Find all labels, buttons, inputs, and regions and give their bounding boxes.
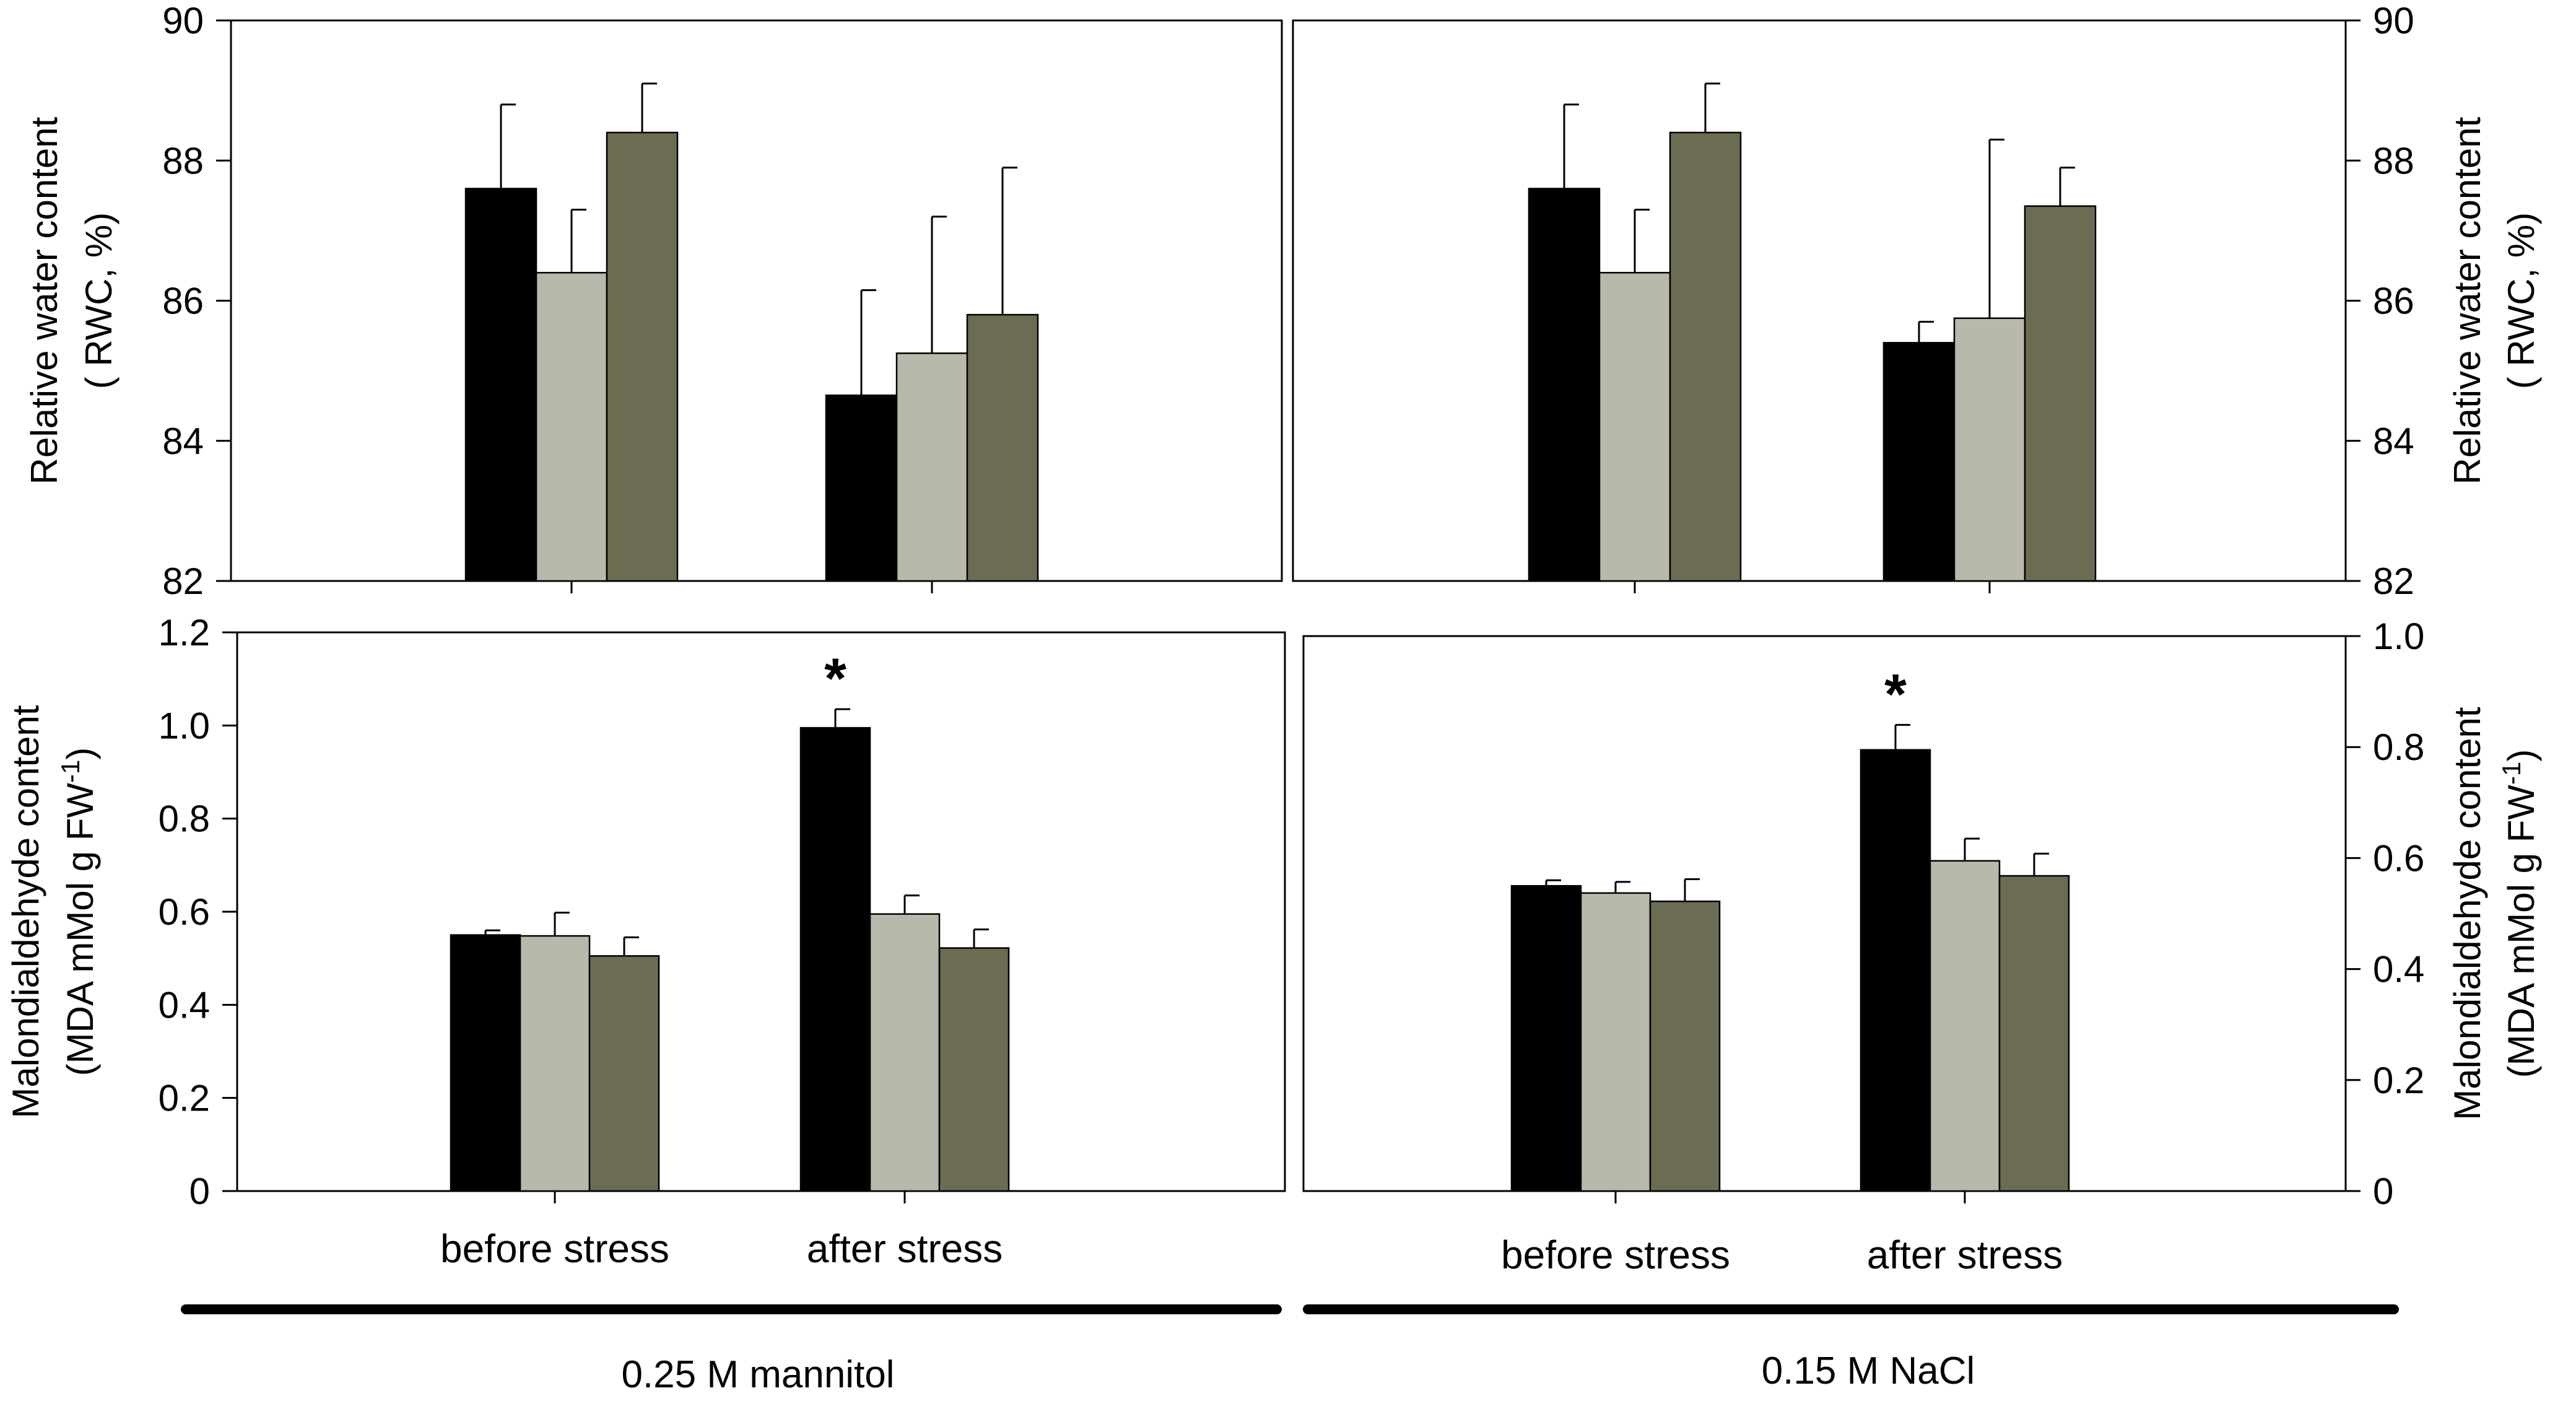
condition-label-nacl: 0.15 M NaCl bbox=[1762, 1350, 1975, 1392]
mda-nacl-bar-before-series-3 bbox=[1649, 901, 1721, 1192]
rwc-mannitol-ylabel-line-1: Relative water content bbox=[24, 116, 65, 484]
mda-nacl-ytick-label: 0.8 bbox=[2373, 727, 2424, 768]
rwc-nacl-ytick-label: 90 bbox=[2373, 0, 2414, 41]
rwc-nacl-ytick-label: 84 bbox=[2373, 421, 2414, 462]
mda-mannitol-ylabel-main: (MDA mMol g FW bbox=[59, 783, 101, 1076]
mda-nacl-significance-marker: * bbox=[1884, 663, 1907, 726]
mda-nacl-ytick-label: 0.6 bbox=[2373, 837, 2424, 879]
rwc-nacl-bar-after-series-2 bbox=[1953, 317, 2026, 582]
mda-nacl-ylabel-line-1: Malondialdehyde content bbox=[2447, 707, 2488, 1120]
rwc-nacl-ytick-label: 82 bbox=[2373, 561, 2414, 602]
mda-mannitol-ylabel-superscript: -1 bbox=[56, 760, 85, 783]
mda-mannitol-bar-before-series-3 bbox=[588, 955, 660, 1192]
mda-nacl-category-label: after stress bbox=[1867, 1233, 2063, 1277]
rwc-nacl-bar-before-series-3 bbox=[1669, 131, 1742, 582]
mda-nacl-plot-frame bbox=[1302, 635, 2347, 1192]
rwc-nacl-bar-after-series-3 bbox=[2024, 205, 2097, 582]
rwc-mannitol-ylabel-line-2: ( RWC, %) bbox=[78, 212, 120, 390]
mda-nacl-ylabel-superscript: -1 bbox=[2497, 762, 2526, 785]
rwc-nacl-bar-before-series-2 bbox=[1598, 272, 1671, 582]
mda-nacl-ylabel-close: ) bbox=[2500, 749, 2542, 762]
mda-nacl-ytick-label: 0.4 bbox=[2373, 949, 2424, 990]
mda-mannitol-bar-before-series-2 bbox=[519, 935, 591, 1192]
mda-nacl-ytick-label: 0 bbox=[2373, 1171, 2393, 1212]
rwc-mannitol-bar-before-series-3 bbox=[606, 131, 679, 582]
mda-mannitol-ylabel-line-2: (MDA mMol g FW-1) bbox=[56, 748, 101, 1076]
rwc-mannitol-ytick-label: 82 bbox=[162, 561, 204, 602]
mda-nacl-bar-after-series-2 bbox=[1929, 860, 2001, 1192]
mda-nacl-bar-before-series-1 bbox=[1510, 884, 1582, 1192]
rwc-mannitol-bar-after-series-1 bbox=[825, 394, 898, 582]
mda-mannitol-bar-after-series-1 bbox=[799, 727, 871, 1192]
mda-mannitol-ytick-label: 1.0 bbox=[159, 705, 210, 746]
mda-mannitol-bar-after-series-2 bbox=[869, 913, 941, 1192]
mda-mannitol-bar-after-series-3 bbox=[938, 947, 1010, 1192]
rwc-mannitol-ytick-label: 86 bbox=[162, 281, 204, 322]
mda-mannitol-ytick-label: 0.8 bbox=[159, 798, 210, 840]
mda-mannitol-ytick-label: 0.6 bbox=[159, 891, 210, 933]
mda-mannitol-category-label: after stress bbox=[807, 1226, 1003, 1271]
rwc-mannitol-ytick-label: 90 bbox=[162, 0, 204, 41]
mda-nacl-bar-before-series-2 bbox=[1580, 892, 1651, 1192]
mda-nacl-bar-after-series-3 bbox=[1998, 875, 2070, 1192]
mda-mannitol-significance-marker: * bbox=[824, 647, 846, 710]
rwc-nacl-bar-after-series-1 bbox=[1882, 342, 1956, 582]
mda-nacl-ytick-label: 1.0 bbox=[2373, 616, 2424, 657]
rwc-mannitol-panel: 82 84 86 88 90 Relative water content ( RWC, %… bbox=[24, 0, 1283, 602]
mda-mannitol-ytick-label: 0.2 bbox=[159, 1078, 210, 1119]
mda-mannitol-ylabel-line-1: Malondialdehyde content bbox=[5, 705, 46, 1118]
mda-mannitol-panel: 0 0.2 0.4 0.6 0.8 1.0 1.2 Malondialdehyde conte… bbox=[5, 612, 1286, 1271]
mda-nacl-bar-after-series-1 bbox=[1860, 749, 1931, 1192]
mda-mannitol-bar-before-series-1 bbox=[450, 934, 521, 1192]
mda-mannitol-ytick-label: 1.2 bbox=[159, 612, 210, 653]
rwc-mannitol-bar-after-series-2 bbox=[895, 352, 968, 582]
condition-label-mannitol: 0.25 M mannitol bbox=[621, 1353, 894, 1396]
rwc-nacl-ylabel-line-2: ( RWC, %) bbox=[2500, 212, 2542, 390]
rwc-mannitol-bar-after-series-3 bbox=[966, 313, 1039, 582]
rwc-mannitol-bar-before-series-2 bbox=[535, 272, 608, 582]
rwc-nacl-panel: 82 84 86 88 90 Relative water content ( RWC, %… bbox=[1292, 0, 2542, 602]
rwc-mannitol-bar-before-series-1 bbox=[464, 188, 537, 582]
mda-nacl-ytick-label: 0.2 bbox=[2373, 1060, 2424, 1101]
mda-mannitol-ytick-label: 0 bbox=[189, 1171, 210, 1212]
rwc-mannitol-ylabel-main: ( RWC, %) bbox=[78, 212, 120, 390]
mda-mannitol-ylabel-close: ) bbox=[59, 748, 101, 760]
rwc-mannitol-ytick-label: 88 bbox=[162, 140, 204, 181]
rwc-nacl-ylabel-line-1: Relative water content bbox=[2447, 116, 2488, 484]
mda-nacl-ylabel-main: (MDA mMol g FW bbox=[2500, 785, 2542, 1078]
rwc-nacl-ytick-label: 86 bbox=[2373, 281, 2414, 322]
mda-mannitol-category-label: before stress bbox=[440, 1226, 669, 1271]
mda-nacl-category-label: before stress bbox=[1501, 1233, 1730, 1277]
rwc-nacl-ytick-label: 88 bbox=[2373, 140, 2414, 181]
rwc-nacl-ylabel-main: ( RWC, %) bbox=[2500, 212, 2542, 390]
mda-mannitol-ytick-label: 0.4 bbox=[159, 984, 210, 1026]
rwc-nacl-bar-before-series-1 bbox=[1528, 188, 1601, 582]
mda-nacl-ylabel-line-2: (MDA mMol g FW-1) bbox=[2497, 749, 2542, 1078]
rwc-mannitol-ytick-label: 84 bbox=[162, 421, 204, 462]
